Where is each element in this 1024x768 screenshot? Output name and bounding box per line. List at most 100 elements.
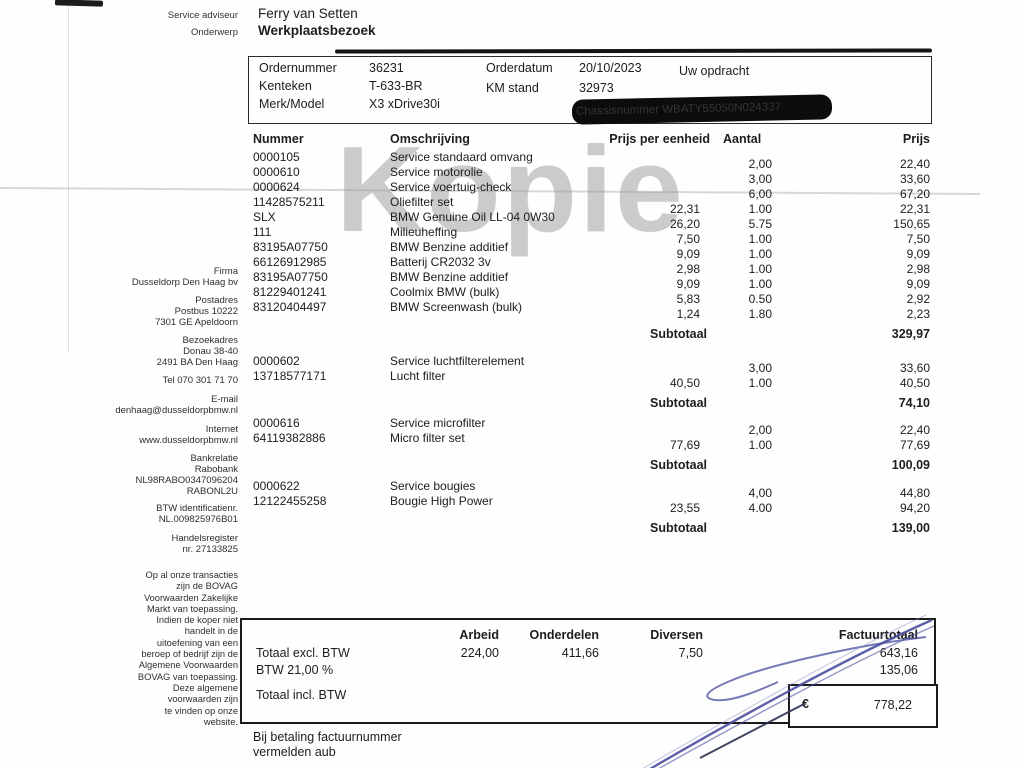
cell-aantal: 1.00 (748, 247, 772, 261)
km-stand-value: 32973 (579, 81, 614, 95)
km-stand-label: KM stand (486, 81, 539, 95)
cell-prijs: 2,92 (906, 292, 930, 306)
cell-nummer: 0000610 (253, 165, 300, 179)
chassisnummer-redacted-text: Chassisnummer WBATY55050N024337 (575, 101, 782, 118)
cell-prijs: 150,65 (893, 217, 930, 231)
invoice-section-bougies: 0000622 Service bougies 4,00 44,80 12122… (240, 479, 932, 537)
cell-nummer: 83195A07750 (253, 240, 328, 254)
service-adviseur-label: Service adviseur (167, 10, 238, 21)
iban-value: NL98RABO0347096204 (135, 475, 238, 486)
cell-omschrijving: Service microfilter (390, 416, 486, 430)
table-row: 83195A07750 BMW Benzine additief 9,09 1.… (240, 270, 932, 291)
cell-nummer: 0000105 (253, 150, 300, 164)
cell-aantal: 5.75 (748, 217, 772, 231)
cell-prijs: 9,09 (906, 247, 930, 261)
sidebar-postadres: Postadres Postbus 10222 7301 GE Apeldoor… (68, 295, 238, 328)
table-row: 0000602 Service luchtfilterelement 3,00 … (240, 354, 932, 375)
sidebar-firma: Firma Dusseldorp Den Haag bv (68, 266, 238, 288)
diversen-value: 7,50 (678, 646, 703, 660)
cell-nummer: 81229401241 (253, 285, 327, 299)
handelsregister-label: Handelsregister (171, 533, 238, 544)
table-row: 12122455258 Bougie High Power 23,55 4.00… (240, 494, 932, 515)
header-prijs-per-eenheid: Prijs per eenheid (609, 132, 710, 146)
table-row: 0000624 Service voertuig-check 6,00 67,2… (240, 180, 932, 201)
sidebar-internet: Internet www.dusseldorpbmw.nl (68, 424, 238, 446)
table-row: 66126912985 Batterij CR2032 3v 2,98 1.00… (240, 255, 932, 276)
cell-prijs-per-eenheid: 2,98 (676, 262, 700, 276)
cell-omschrijving: Service bougies (390, 479, 476, 493)
subtotal-label: Subtotaal (650, 327, 707, 341)
cell-nummer: 0000622 (253, 479, 300, 493)
table-row: 0000105 Service standaard omvang 2,00 22… (240, 150, 932, 171)
table-row: 64119382886 Micro filter set 77,69 1.00 … (240, 431, 932, 452)
cell-aantal: 1.00 (748, 277, 772, 291)
subtotal-value: 329,97 (891, 327, 930, 341)
cell-prijs: 22,40 (899, 157, 930, 171)
cell-aantal: 1.00 (748, 262, 772, 276)
table-row: 0000622 Service bougies 4,00 44,80 (240, 479, 932, 500)
cell-omschrijving: Bougie High Power (390, 494, 493, 508)
payment-note-line2: vermelden aub (253, 745, 336, 759)
factuurtotaal-box: € 778,22 (788, 684, 938, 728)
cell-omschrijving: BMW Genuine Oil LL-04 0W30 (390, 210, 555, 224)
onderwerp-value: Werkplaatsbezoek (258, 23, 376, 38)
cell-aantal: 1.00 (748, 376, 772, 390)
cell-omschrijving: BMW Benzine additief (390, 270, 509, 284)
service-adviseur-value: Ferry van Setten (258, 6, 358, 21)
sidebar-bankrelatie: Bankrelatie Rabobank NL98RABO0347096204 … (68, 453, 238, 497)
sidebar-email: E-mail denhaag@dusseldorpbmw.nl (68, 394, 238, 416)
sidebar-handelsregister: Handelsregister nr. 27133825 (68, 533, 238, 555)
cell-prijs: 67,20 (899, 187, 930, 201)
subtotal-value: 100,09 (891, 458, 930, 472)
cell-omschrijving: Milieuheffing (390, 225, 458, 239)
email-value: denhaag@dusseldorpbmw.nl (115, 405, 238, 416)
cell-aantal: 1.00 (748, 232, 772, 246)
cell-omschrijving: Service voertuig-check (390, 180, 512, 194)
header-nummer: Nummer (253, 132, 304, 146)
totaal-excl-btw-label: Totaal excl. BTW (256, 646, 350, 660)
cell-nummer: 12122455258 (253, 494, 327, 508)
excl-totaal-value: 643,16 (879, 646, 918, 660)
firma-label: Firma (213, 266, 238, 277)
subtotal-row: Subtotaal 139,00 (240, 521, 932, 537)
cell-prijs: 2,98 (906, 262, 930, 276)
telefoon-value: Tel 070 301 71 70 (162, 375, 238, 386)
postadres-line1: Postbus 10222 (174, 306, 238, 317)
cell-aantal: 4,00 (748, 486, 772, 500)
subtotal-row: Subtotaal 74,10 (240, 396, 932, 412)
onderwerp-label: Onderwerp (191, 27, 238, 38)
table-row: 13718577171 Lucht filter 40,50 1.00 40,5… (240, 369, 932, 390)
cell-aantal: 1.00 (748, 202, 772, 216)
cell-prijs: 9,09 (906, 277, 930, 291)
cell-prijs: 44,80 (899, 486, 930, 500)
invoice-section-service: 0000105 Service standaard omvang 2,00 22… (240, 150, 932, 343)
cell-nummer: 83195A07750 (253, 270, 328, 284)
cell-prijs-per-eenheid: 7,50 (676, 232, 700, 246)
cell-prijs-per-eenheid: 1,24 (676, 307, 700, 321)
cell-omschrijving: Service motorolie (390, 165, 483, 179)
cell-prijs-per-eenheid: 5,83 (676, 292, 700, 306)
cell-prijs: 2,23 (906, 307, 930, 321)
cell-nummer: SLX (253, 210, 276, 224)
cell-aantal: 0.50 (748, 292, 772, 306)
totals-header-diversen: Diversen (650, 628, 703, 642)
cell-aantal: 1.00 (748, 438, 772, 452)
cell-prijs: 7,50 (906, 232, 930, 246)
cell-prijs: 77,69 (899, 438, 930, 452)
bezoekadres-line1: Donau 38-40 (183, 346, 238, 357)
sidebar-telefoon: Tel 070 301 71 70 (68, 375, 238, 386)
cell-omschrijving: Lucht filter (390, 369, 446, 383)
payment-note: Bij betaling factuurnummer vermelden aub (253, 730, 402, 760)
cell-omschrijving: Batterij CR2032 3v (390, 255, 491, 269)
table-row: 83195A07750 BMW Benzine additief 9,09 1.… (240, 240, 932, 261)
postadres-line2: 7301 GE Apeldoorn (155, 317, 238, 328)
bic-value: RABONL2U (186, 486, 238, 497)
cell-prijs: 22,40 (899, 423, 930, 437)
cell-omschrijving: BMW Benzine additief (390, 240, 509, 254)
merk-model-label: Merk/Model (259, 97, 325, 111)
subtotal-label: Subtotaal (650, 396, 707, 410)
btw-label: BTW identificatienr. (156, 503, 238, 514)
subtotal-value: 139,00 (891, 521, 930, 535)
firma-value: Dusseldorp Den Haag bv (131, 277, 238, 288)
cell-prijs: 33,60 (899, 361, 930, 375)
